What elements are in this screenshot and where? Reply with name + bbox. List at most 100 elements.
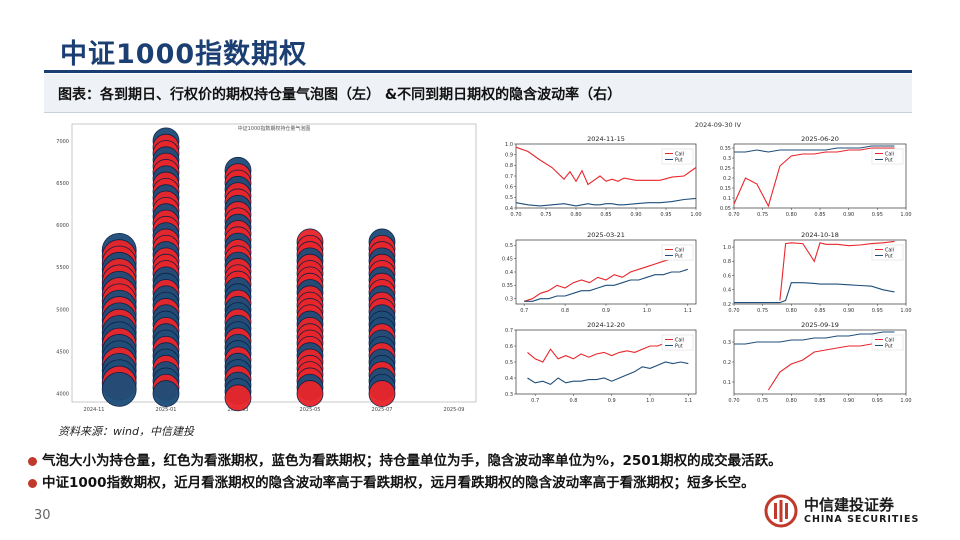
iv-panel-2024-12-20: 2024-12-20 0.7 0.8 0.9 1.0 1.1 0.3 0.4 0.5 0.6 0.7…	[505, 321, 697, 404]
x-tick-label: 2024-11	[84, 407, 105, 413]
x-tick-label: 0.95	[660, 212, 671, 218]
legend-box	[871, 334, 904, 351]
y-tick-label: 0.05	[720, 206, 731, 212]
y-tick-label: 0.3	[723, 156, 731, 162]
y-tick-label: 0.5	[505, 195, 513, 201]
bubble-chart: 中证1000指数期权持仓量气泡图 4000 4500 5000 5500 6000 6500…	[56, 123, 477, 413]
x-tick-label: 0.75	[540, 212, 551, 218]
legend-label: Call	[675, 247, 684, 253]
x-tick-label: 0.95	[872, 212, 883, 218]
iv-line-put	[734, 331, 895, 345]
legend-box	[871, 244, 904, 261]
iv-line-put	[734, 282, 895, 304]
iv-panel-title: 2025-09-19	[801, 321, 839, 329]
y-tick-label: 6000	[56, 223, 69, 229]
legend-label: Call	[885, 247, 894, 253]
bubble-mark	[101, 371, 137, 407]
bubble-chart-panel: 中证1000指数期权持仓量气泡图 4000 4500 5000 5500 6000 6500…	[44, 118, 484, 418]
x-tick-label: 2025-05	[300, 407, 321, 413]
x-tick-label: 1.0	[643, 308, 651, 314]
x-tick-label: 0.70	[728, 308, 739, 314]
x-tick-label: 0.85	[600, 212, 611, 218]
x-tick-label: 2025-01	[156, 407, 177, 413]
x-tick-label: 0.90	[843, 212, 854, 218]
bubble-mark	[368, 380, 396, 407]
iv-chart-grid: 2024-09-30 IV 2024-11-15 0.70 0.75 0.80 0.85 0…	[502, 121, 912, 404]
x-tick-label: 0.75	[757, 398, 768, 404]
y-tick-label: 0.6	[505, 344, 513, 350]
iv-panel-2025-09-19: 2025-09-19 0.70 0.75 0.80 0.85 0.90 0.95 1.00 0.…	[723, 321, 912, 404]
bubble-mark	[152, 380, 180, 407]
iv-line-call	[779, 240, 895, 301]
x-tick-label: 0.70	[728, 398, 739, 404]
page-number: 30	[34, 508, 51, 523]
note-text: 中证1000指数期权，近月看涨期权的隐含波动率高于看跌期权，远月看跌期权的隐含波…	[42, 475, 755, 491]
x-tick-label: 1.0	[646, 398, 654, 404]
y-tick-label: 0.35	[502, 283, 513, 289]
iv-line-put	[515, 197, 697, 207]
x-tick-label: 0.9	[602, 308, 610, 314]
iv-chart-panel: 2024-09-30 IV 2024-11-15 0.70 0.75 0.80 0.85 0…	[488, 118, 912, 418]
y-tick-label: 1.0	[723, 245, 731, 251]
x-tick-label: 0.90	[630, 212, 641, 218]
y-tick-label: 0.15	[720, 186, 731, 192]
title-rule	[44, 70, 912, 73]
legend-label: Put	[675, 253, 683, 259]
y-tick-label: 0.7	[505, 328, 513, 334]
x-tick-label: 0.85	[814, 308, 825, 314]
x-tick-label: 0.8	[561, 308, 569, 314]
legend-label: Call	[885, 151, 894, 157]
x-tick-label: 0.7	[520, 308, 528, 314]
iv-line-call	[733, 147, 895, 208]
logo-text-cn: 中信建投证券	[804, 496, 895, 514]
x-tick-label: 0.90	[843, 308, 854, 314]
iv-line-put	[527, 361, 689, 386]
x-tick-label: 0.80	[786, 308, 797, 314]
iv-panel-2025-06-20: 2025-06-20 0.70 0.75 0.80 0.85 0.90 0.95 1.00 0.…	[720, 135, 912, 218]
y-tick-label: 1.0	[505, 142, 513, 148]
legend-box	[661, 244, 694, 261]
legend-label: Put	[675, 343, 683, 349]
x-tick-label: 2025-07	[372, 407, 393, 413]
notes-list: 气泡大小为持仓量，红色为看涨期权，蓝色为看跌期权；持仓量单位为手，隐含波动率单位…	[28, 450, 928, 494]
legend-label: Put	[885, 343, 893, 349]
x-tick-label: 0.95	[872, 398, 883, 404]
x-tick-label: 2025-09	[444, 407, 465, 413]
x-tick-label: 0.80	[570, 212, 581, 218]
y-tick-label: 0.5	[505, 243, 513, 249]
y-tick-label: 0.4	[505, 270, 513, 276]
figure-subtitle: 图表：各到期日、行权价的期权持仓量气泡图（左） &不同到期日期权的隐含波动率（右…	[58, 87, 622, 103]
x-tick-label: 0.9	[608, 398, 616, 404]
y-tick-label: 0.6	[723, 273, 731, 279]
iv-line-put	[734, 145, 895, 153]
y-tick-label: 0.8	[505, 163, 513, 169]
y-tick-label: 0.2	[723, 302, 731, 308]
iv-line-call	[515, 146, 697, 186]
x-tick-label: 0.75	[757, 308, 768, 314]
legend-label: Put	[885, 253, 893, 259]
y-tick-label: 0.4	[723, 288, 731, 294]
x-tick-label: 1.00	[900, 308, 911, 314]
y-tick-label: 0.9	[505, 152, 513, 158]
x-tick-label: 0.70	[510, 212, 521, 218]
x-tick-label: 1.00	[900, 398, 911, 404]
logo-emblem-icon	[764, 494, 798, 528]
y-tick-label: 5500	[56, 265, 69, 271]
y-tick-label: 0.45	[502, 256, 513, 262]
legend-box	[871, 148, 904, 165]
x-tick-label: 0.90	[843, 398, 854, 404]
iv-panel-title: 2024-12-20	[587, 321, 625, 329]
subtitle-box	[44, 74, 912, 113]
y-tick-label: 0.4	[505, 376, 513, 382]
iv-panel-2025-03-21: 2025-03-21 0.7 0.8 0.9 1.0 1.1 0.3 0.35 0.4 0.45 0…	[502, 231, 697, 314]
x-tick-label: 0.85	[814, 398, 825, 404]
iv-panel-2024-10-18: 2024-10-18 0.70 0.75 0.80 0.85 0.90 0.95 1.00 0.…	[723, 231, 912, 314]
x-tick-label: 0.85	[814, 212, 825, 218]
y-tick-label: 0.5	[505, 360, 513, 366]
y-tick-label: 0.2	[723, 360, 731, 366]
y-tick-label: 0.1	[723, 196, 731, 202]
x-tick-label: 0.75	[757, 212, 768, 218]
note-item: 中证1000指数期权，近月看涨期权的隐含波动率高于看跌期权，远月看跌期权的隐含波…	[28, 472, 928, 494]
plot-frame	[71, 123, 477, 403]
iv-panel-2024-11-15: 2024-11-15 0.70 0.75 0.80 0.85 0.90 0.95 1.00 0.…	[505, 135, 702, 218]
